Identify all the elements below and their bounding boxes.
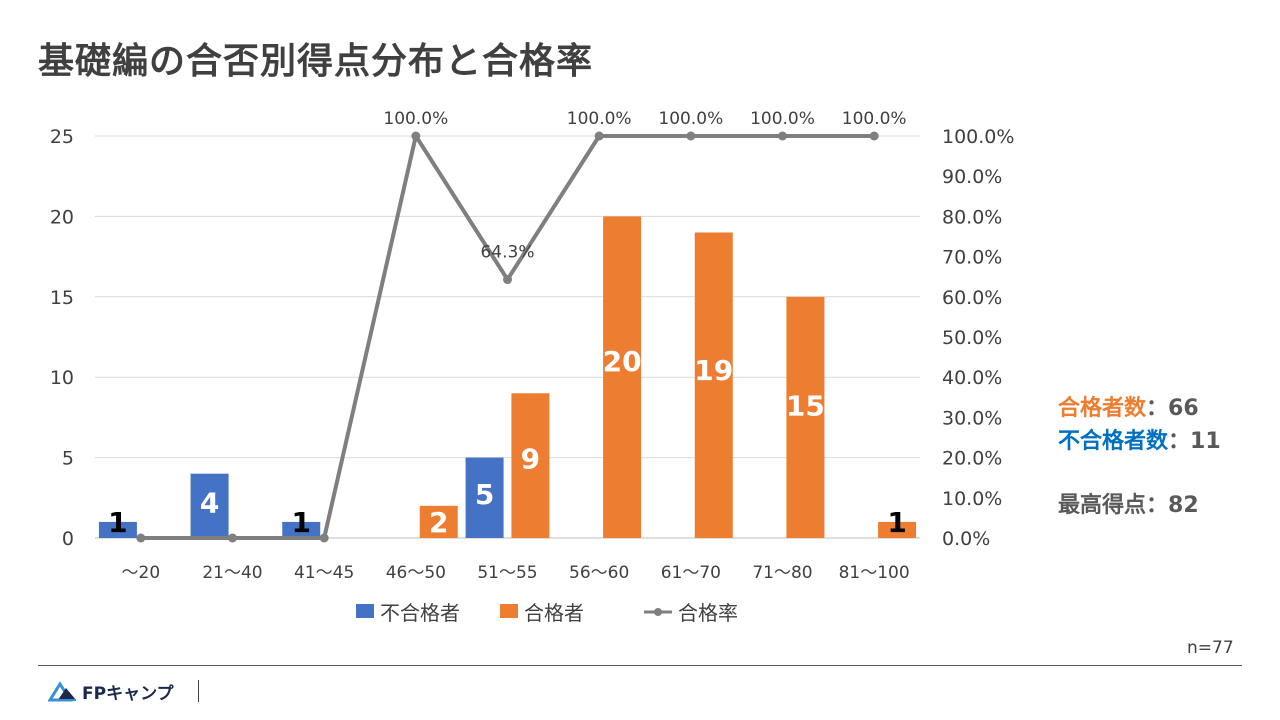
legend-label: 合格率 [678, 601, 738, 625]
pass-rate-point [228, 533, 237, 543]
bar-data-label: 2 [429, 506, 448, 539]
stat-max-score: 最高得点：82 [1058, 487, 1199, 519]
y-right-tick-label: 30.0% [942, 407, 1002, 429]
logo-separator [198, 680, 199, 702]
bar-data-label: 1 [108, 506, 127, 539]
stat-max-value: ：82 [1146, 493, 1199, 518]
y-left-tick-label: 10 [50, 367, 74, 389]
line-data-label: 100.0% [658, 109, 723, 129]
x-tick-label: 61〜70 [661, 563, 721, 583]
pass-rate-point [503, 275, 512, 285]
y-right-tick-label: 0.0% [942, 528, 990, 550]
pass-rate-point [778, 131, 787, 141]
bar-data-label: 15 [786, 389, 825, 422]
bar-fail [98, 521, 137, 538]
bar-data-label: 19 [694, 354, 733, 387]
x-tick-label: 41〜45 [294, 563, 354, 583]
legend-swatch-marker [654, 608, 662, 616]
pass-rate-point [869, 131, 879, 141]
bar-pass [694, 232, 733, 539]
stat-fail-label: 不合格者数 [1058, 429, 1169, 454]
bar-fail [282, 521, 321, 538]
pass-rate-point [319, 533, 329, 543]
logo-text: FPキャンプ [82, 683, 174, 704]
y-right-tick-label: 10.0% [942, 488, 1002, 510]
y-left-tick-label: 5 [62, 448, 74, 470]
chart: 05101520250.0%10.0%20.0%30.0%40.0%50.0%6… [50, 109, 1015, 625]
x-tick-label: 81〜100 [839, 563, 910, 583]
x-tick-label: 56〜60 [569, 563, 629, 583]
page-title: 基礎編の合否別得点分布と合格率 [38, 41, 594, 82]
y-left-tick-label: 25 [50, 126, 74, 148]
legend-swatch [500, 604, 518, 618]
y-right-tick-label: 100.0% [942, 126, 1014, 148]
y-right-tick-label: 20.0% [942, 448, 1002, 470]
x-tick-label: 〜20 [122, 563, 161, 583]
stat-pass-count: 合格者数：66 [1058, 390, 1199, 422]
bar-data-label: 1 [292, 506, 311, 539]
bar-data-label: 20 [603, 345, 642, 378]
fp-camp-logo: FPキャンプ [48, 678, 174, 704]
bar-fail [465, 457, 504, 538]
bar-pass [603, 216, 642, 538]
line-data-label: 100.0% [567, 109, 632, 129]
pass-rate-point [686, 131, 696, 141]
bar-data-label: 9 [521, 442, 540, 475]
pass-rate-point [136, 533, 146, 543]
stat-pass-label: 合格者数 [1058, 396, 1147, 421]
y-left-tick-label: 0 [62, 528, 74, 550]
bar-pass [786, 296, 825, 538]
legend-swatch [356, 604, 374, 618]
bar-data-label: 4 [200, 487, 219, 520]
y-right-tick-label: 70.0% [942, 247, 1002, 269]
y-right-tick-label: 40.0% [942, 367, 1002, 389]
logo-mark-icon [48, 681, 76, 702]
bar-data-label: 1 [887, 506, 906, 539]
bar-pass [419, 505, 458, 538]
legend-label: 不合格者 [380, 601, 460, 625]
bar-pass [878, 521, 917, 538]
y-left-tick-label: 15 [50, 287, 74, 309]
pass-rate-line [140, 134, 875, 540]
bar-pass [511, 393, 550, 538]
stat-fail-value: ：11 [1168, 429, 1221, 454]
bar-data-label: 5 [475, 478, 494, 511]
bar-fail [190, 473, 229, 538]
pass-rate-point [411, 131, 421, 141]
y-right-tick-label: 90.0% [942, 166, 1002, 188]
x-tick-label: 71〜80 [752, 563, 812, 583]
stat-pass-value: ：66 [1146, 396, 1199, 421]
x-tick-label: 46〜50 [386, 563, 446, 583]
x-tick-label: 21〜40 [202, 563, 262, 583]
x-tick-label: 51〜55 [477, 563, 537, 583]
y-right-tick-label: 60.0% [942, 287, 1002, 309]
legend-label: 合格者 [524, 601, 584, 625]
sample-size-label: n=77 [1187, 638, 1234, 658]
footer-divider [38, 665, 1242, 666]
line-data-label: 100.0% [842, 109, 907, 129]
line-data-label: 100.0% [383, 109, 448, 129]
stat-fail-count: 不合格者数：11 [1058, 423, 1221, 455]
y-right-tick-label: 80.0% [942, 206, 1002, 228]
pass-rate-point [594, 131, 604, 141]
line-data-label: 100.0% [750, 109, 815, 129]
y-left-tick-label: 20 [50, 206, 74, 228]
y-right-tick-label: 50.0% [942, 327, 1002, 349]
line-data-label: 64.3% [480, 243, 534, 263]
stat-max-label: 最高得点 [1058, 493, 1147, 518]
